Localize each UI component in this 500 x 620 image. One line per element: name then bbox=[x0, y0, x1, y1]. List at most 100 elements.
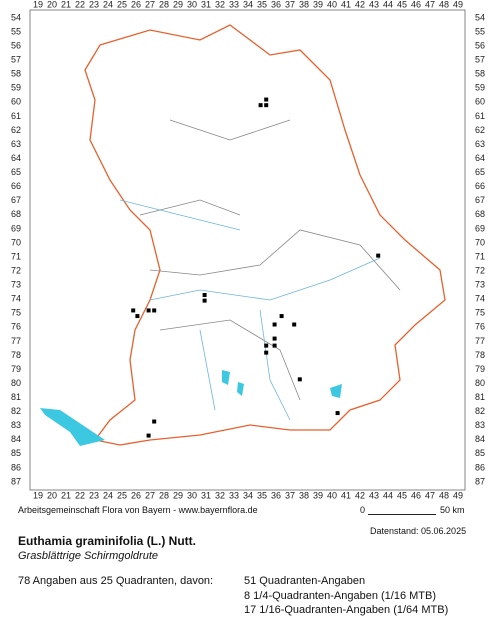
column-label: 44 bbox=[383, 490, 393, 500]
row-label: 86 bbox=[11, 462, 21, 472]
row-label: 58 bbox=[11, 69, 21, 79]
count: 51 Quadranten-Angaben bbox=[244, 575, 366, 587]
column-label: 33 bbox=[229, 490, 239, 500]
row-label: 69 bbox=[475, 223, 485, 233]
row-label: 76 bbox=[11, 322, 21, 332]
row-label: 70 bbox=[475, 237, 485, 247]
column-label: 41 bbox=[341, 490, 351, 500]
column-label: 20 bbox=[47, 490, 57, 500]
row-label: 59 bbox=[475, 83, 485, 93]
row-label: 77 bbox=[11, 336, 21, 346]
column-label: 38 bbox=[299, 490, 309, 500]
row-label: 61 bbox=[475, 111, 485, 121]
marker bbox=[131, 308, 136, 313]
grid: 19 19 20 20 21 21 22 22 23 23 24 24 25 25 26 26 27 27 28 28… bbox=[11, 0, 485, 500]
scale-start: 0 bbox=[360, 505, 366, 515]
column-label: 49 bbox=[453, 0, 463, 9]
marker bbox=[264, 103, 269, 108]
summary: 78 Angaben aus 25 Quadranten, davon: bbox=[18, 575, 214, 587]
row-label: 75 bbox=[475, 308, 485, 318]
column-label: 37 bbox=[285, 0, 295, 9]
column-label: 26 bbox=[131, 490, 141, 500]
row-label: 54 bbox=[11, 12, 21, 22]
column-label: 34 bbox=[243, 490, 253, 500]
row-label: 67 bbox=[475, 195, 485, 205]
row-label: 63 bbox=[475, 139, 485, 149]
row-label: 68 bbox=[11, 209, 21, 219]
column-label: 33 bbox=[229, 0, 239, 9]
column-label: 32 bbox=[215, 0, 225, 9]
column-label: 25 bbox=[117, 490, 127, 500]
column-label: 35 bbox=[257, 490, 267, 500]
row-label: 71 bbox=[475, 251, 485, 261]
column-label: 45 bbox=[397, 490, 407, 500]
row-label: 71 bbox=[11, 251, 21, 261]
date: Datenstand: 05.06.2025 bbox=[370, 526, 467, 536]
rivers bbox=[119, 199, 381, 421]
title: Euthamia graminifolia (L.) Nutt. bbox=[18, 534, 197, 548]
column-label: 26 bbox=[131, 0, 141, 9]
row-label: 56 bbox=[475, 40, 485, 50]
row-label: 66 bbox=[475, 181, 485, 191]
row-label: 68 bbox=[475, 209, 485, 219]
marker bbox=[272, 322, 277, 327]
row-label: 57 bbox=[475, 55, 485, 65]
column-label: 21 bbox=[61, 0, 71, 9]
column-label: 29 bbox=[173, 0, 183, 9]
row-label: 86 bbox=[475, 462, 485, 472]
row-label: 83 bbox=[475, 420, 485, 430]
row-label: 72 bbox=[11, 265, 21, 275]
column-label: 23 bbox=[89, 490, 99, 500]
column-label: 43 bbox=[369, 490, 379, 500]
scale-end: 50 km bbox=[440, 505, 465, 515]
row-label: 57 bbox=[11, 55, 21, 65]
column-label: 45 bbox=[397, 0, 407, 9]
marker bbox=[297, 377, 302, 382]
column-label: 27 bbox=[145, 490, 155, 500]
column-label: 30 bbox=[187, 490, 197, 500]
column-label: 42 bbox=[355, 490, 365, 500]
row-label: 80 bbox=[475, 378, 485, 388]
row-label: 83 bbox=[11, 420, 21, 430]
map-frame bbox=[29, 9, 466, 491]
district-borders bbox=[139, 119, 401, 401]
row-label: 73 bbox=[11, 280, 21, 290]
row-label: 87 bbox=[11, 476, 21, 486]
scale-bar bbox=[368, 514, 436, 515]
column-label: 28 bbox=[159, 0, 169, 9]
column-label: 39 bbox=[313, 490, 323, 500]
row-label: 82 bbox=[475, 406, 485, 416]
column-label: 24 bbox=[103, 490, 113, 500]
column-label: 40 bbox=[327, 0, 337, 9]
marker bbox=[152, 419, 157, 424]
column-label: 39 bbox=[313, 0, 323, 9]
row-label: 56 bbox=[11, 40, 21, 50]
column-label: 23 bbox=[89, 0, 99, 9]
row-label: 84 bbox=[11, 434, 21, 444]
column-label: 44 bbox=[383, 0, 393, 9]
column-label: 22 bbox=[75, 490, 85, 500]
count: 17 1/16-Quadranten-Angaben (1/64 MTB) bbox=[244, 604, 449, 616]
row-label: 64 bbox=[11, 153, 21, 163]
column-label: 46 bbox=[411, 0, 421, 9]
row-label: 78 bbox=[11, 350, 21, 360]
column-label: 41 bbox=[341, 0, 351, 9]
row-label: 73 bbox=[475, 280, 485, 290]
lakes bbox=[222, 370, 342, 398]
row-label: 64 bbox=[475, 153, 485, 163]
column-label: 37 bbox=[285, 490, 295, 500]
column-label: 48 bbox=[439, 0, 449, 9]
column-label: 49 bbox=[453, 490, 463, 500]
column-label: 36 bbox=[271, 0, 281, 9]
row-label: 62 bbox=[475, 125, 485, 135]
marker bbox=[264, 350, 269, 355]
row-label: 61 bbox=[11, 111, 21, 121]
row-label: 65 bbox=[11, 167, 21, 177]
column-label: 27 bbox=[145, 0, 155, 9]
column-label: 48 bbox=[439, 490, 449, 500]
column-label: 42 bbox=[355, 0, 365, 9]
column-label: 29 bbox=[173, 490, 183, 500]
row-label: 59 bbox=[11, 83, 21, 93]
row-label: 78 bbox=[475, 350, 485, 360]
marker bbox=[292, 322, 297, 327]
